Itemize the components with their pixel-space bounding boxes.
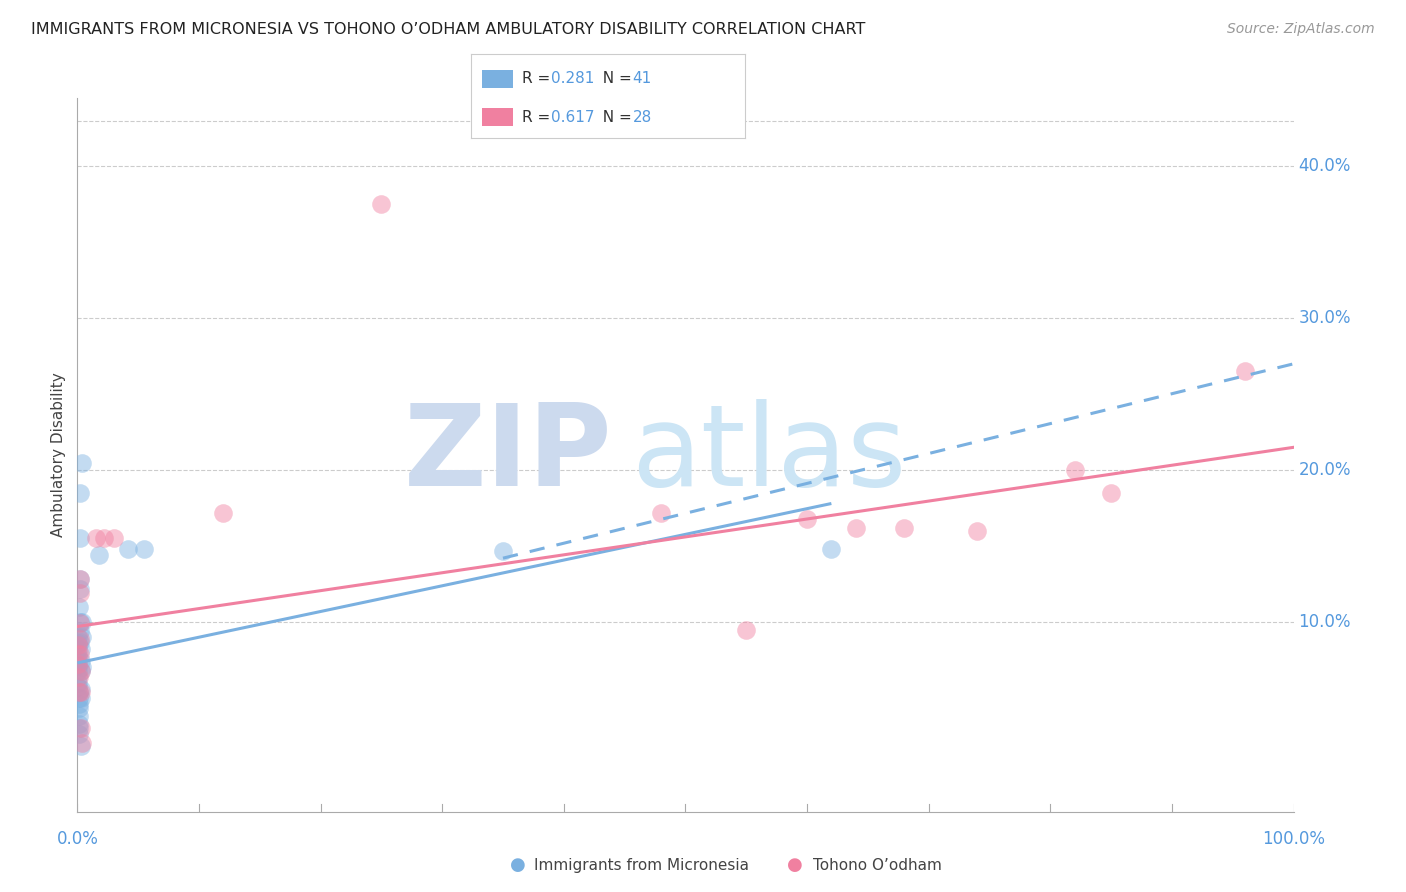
Text: N =: N = [593,110,637,125]
Point [796,511,818,525]
Point [69,615,91,629]
Point [70,615,93,629]
Point [69,532,91,546]
Point [69,624,91,638]
Point [134,542,156,557]
Point [820,542,842,557]
Text: ●: ● [786,856,803,874]
Point [67,647,90,661]
Point [69,586,91,600]
Point [89,548,111,562]
Point [70,660,93,674]
Point [67,685,90,699]
Point [70,630,93,644]
Text: Immigrants from Micronesia: Immigrants from Micronesia [534,858,749,872]
Point [1063,463,1085,477]
Text: 41: 41 [633,71,652,87]
Text: R =: R = [522,71,555,87]
Point [67,716,90,731]
Text: 0.617: 0.617 [551,110,595,125]
Text: Source: ZipAtlas.com: Source: ZipAtlas.com [1227,22,1375,37]
Point [66,649,89,664]
Point [69,647,91,661]
Point [650,506,672,520]
Point [70,736,93,750]
Point [67,675,90,690]
Point [966,524,988,538]
Point [67,690,90,705]
Point [67,642,90,657]
Point [69,632,91,646]
Point [117,542,139,557]
Text: R =: R = [522,110,555,125]
Point [67,599,90,614]
Point [66,630,89,644]
Text: 40.0%: 40.0% [1298,158,1351,176]
Text: 28: 28 [633,110,652,125]
Point [67,664,90,678]
Point [69,642,91,657]
Point [67,670,90,684]
Point [67,709,90,723]
Point [66,636,89,650]
Point [212,506,235,520]
Point [370,197,392,211]
Text: Tohono O’odham: Tohono O’odham [813,858,942,872]
Text: N =: N = [593,71,637,87]
Y-axis label: Ambulatory Disability: Ambulatory Disability [51,373,66,537]
Text: atlas: atlas [631,400,905,510]
Point [67,685,90,699]
Text: 20.0%: 20.0% [1298,461,1351,479]
Point [70,456,93,470]
Point [69,634,91,648]
Point [67,670,90,684]
Text: 10.0%: 10.0% [1298,613,1351,631]
Point [67,701,90,715]
Point [67,697,90,711]
Point [70,690,93,705]
Point [70,721,93,735]
Point [1099,486,1122,500]
Text: 0.0%: 0.0% [56,830,98,848]
Point [735,623,758,637]
Point [492,543,515,558]
Point [69,664,91,678]
Point [70,685,93,699]
Text: ZIP: ZIP [404,400,613,510]
Point [69,582,91,596]
Point [70,681,93,696]
Text: 30.0%: 30.0% [1298,310,1351,327]
Point [69,573,91,587]
Point [103,532,125,546]
Point [67,659,90,673]
Point [893,521,915,535]
Point [67,721,90,735]
Point [67,638,90,652]
Point [84,532,107,546]
Point [69,486,91,500]
Text: IMMIGRANTS FROM MICRONESIA VS TOHONO O’ODHAM AMBULATORY DISABILITY CORRELATION C: IMMIGRANTS FROM MICRONESIA VS TOHONO O’O… [31,22,865,37]
Point [67,654,90,668]
Point [70,739,93,754]
Text: ●: ● [509,856,526,874]
Point [845,521,868,535]
Text: 100.0%: 100.0% [1263,830,1324,848]
Point [67,727,90,741]
Point [69,616,91,631]
Point [70,664,93,678]
Point [67,680,90,694]
Point [1233,364,1256,378]
Point [69,573,91,587]
Point [69,654,91,668]
Point [93,532,115,546]
Point [67,657,90,672]
Text: 0.281: 0.281 [551,71,595,87]
